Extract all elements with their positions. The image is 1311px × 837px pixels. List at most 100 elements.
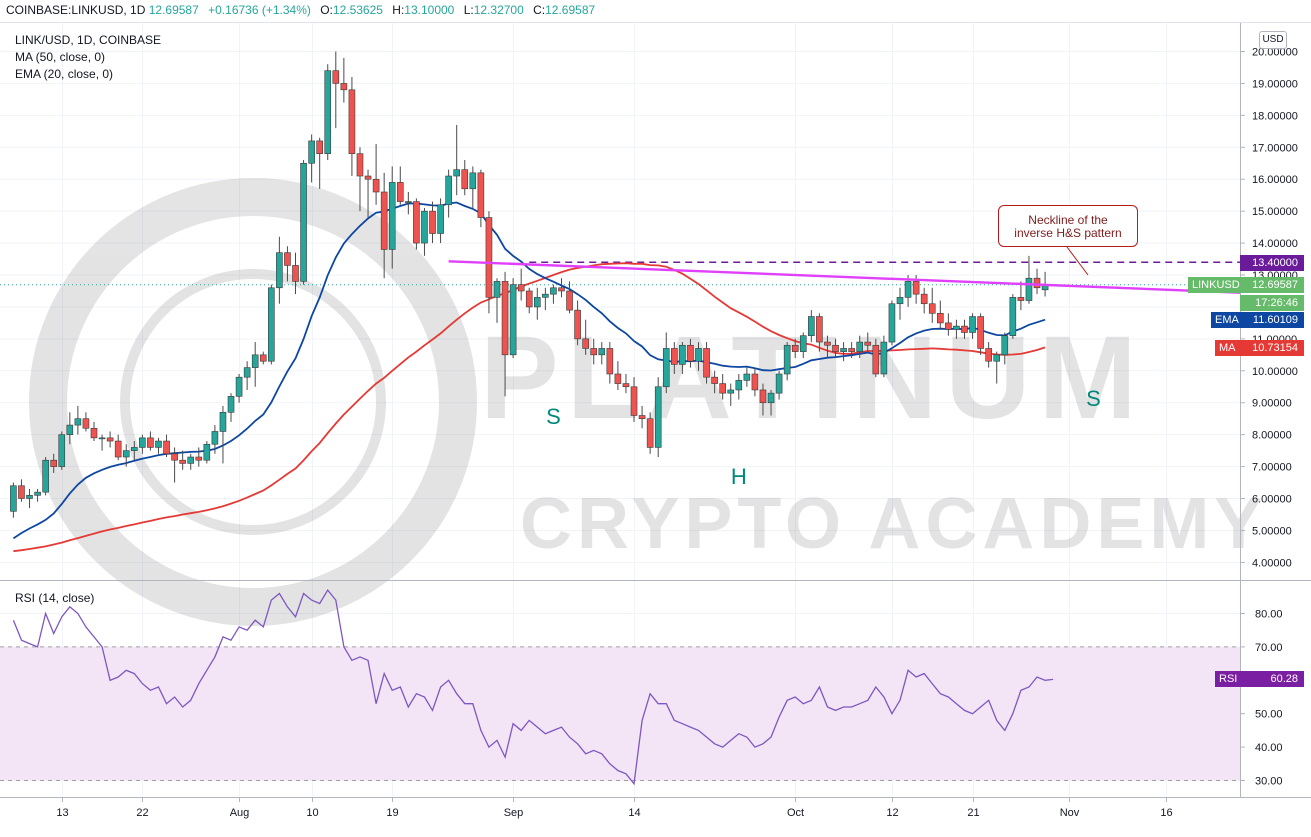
candle-body [477,172,485,218]
candle-body [646,418,654,448]
high-label: H: [392,3,405,17]
candle [501,271,509,397]
candle [727,383,735,406]
price-change: +0.16736 (+1.34%) [208,3,311,17]
candle-body [767,392,775,404]
candle [276,236,283,304]
time-tick-label: Oct [787,807,804,819]
candle [598,342,606,365]
candle [880,335,888,378]
candle-body [630,386,638,416]
candle [590,338,598,365]
candle-body [799,335,807,352]
candle [308,134,315,183]
candle [533,287,541,320]
price-pane [0,51,1241,553]
price-tick-label: 8.00000 [1252,430,1292,442]
price-tick-label: 9.00000 [1252,398,1292,410]
candle [90,421,98,442]
candle-body [26,495,33,499]
candle [558,278,565,298]
candle [525,287,533,314]
candle-body [292,265,299,282]
resistance-price-label: 13.40000 [1240,255,1304,271]
candle-body [904,281,912,298]
legend-ma[interactable]: MA (50, close, 0) [15,50,106,64]
callout-line2: inverse H&S pattern [1014,226,1122,240]
candle [235,373,243,403]
candle-body [82,418,90,429]
candle [171,447,178,483]
candle-body [187,456,195,464]
candle-body [590,348,598,356]
pattern-label-shoulder: S [1086,386,1101,411]
candle [187,453,195,470]
watermark-text-line2: CRYPTO ACADEMY [520,484,1267,564]
candle [969,313,976,339]
rsi-tick-label: 50.00 [1255,709,1283,721]
candle [405,191,412,215]
candle-body [58,434,66,467]
candle [936,300,944,330]
candle [872,338,880,378]
candle-body [920,293,928,305]
legend-ema[interactable]: EMA (20, close, 0) [15,67,114,81]
candle [711,370,718,394]
last-symbol-tag: LINKUSD [1188,277,1244,293]
watermark-inner-ring [120,269,386,535]
candle-body [832,344,839,352]
candle [953,319,960,339]
time-tick-label: Sep [504,807,524,819]
candle [300,160,307,285]
candle [662,332,670,394]
candle-body [977,316,984,349]
candle-body [429,210,436,234]
candle [131,441,138,461]
candle-body [525,290,533,308]
candle [614,361,622,390]
candle-body [493,281,501,298]
candle-body [848,348,855,352]
legend-rsi[interactable]: RSI (14, close) [15,591,95,605]
candle [671,342,678,374]
candle [74,405,82,435]
candle-body [808,316,815,336]
currency-button[interactable]: USD [1259,31,1287,49]
callout-pointer [1066,246,1089,276]
candle-body [1001,335,1009,356]
candle-body [139,437,146,448]
price-tick-label: 10.00000 [1252,366,1298,378]
candle [98,434,106,451]
candle [155,437,162,454]
candle [783,342,791,381]
candle-body [114,440,122,458]
candle [356,147,364,212]
symbol-title[interactable]: COINBASE:LINKUSD, 1D [6,3,146,17]
time-tick-label: 21 [967,807,979,819]
candle-body [203,443,211,461]
candle [332,51,340,129]
candle-body [364,175,372,180]
rsi-tick-label: 40.00 [1255,742,1283,754]
candle-body [469,172,477,190]
candle-body [380,191,388,250]
candle [735,373,743,400]
candle-body [235,376,243,397]
last-price-label: 12.69587 [1240,277,1304,293]
price-tick-label: 14.00000 [1252,238,1298,250]
candle [114,434,122,461]
candle-body [751,373,759,391]
candle-body [687,344,694,362]
price-tick-label: 18.00000 [1252,110,1298,122]
candle [58,431,66,470]
candle [268,284,275,365]
candle [380,172,388,279]
candle [163,434,170,458]
candle [824,335,831,359]
legend-pair[interactable]: LINK/USD, 1D, COINBASE [15,33,162,47]
candle [453,124,461,196]
candle [848,342,855,359]
candle [606,342,614,384]
